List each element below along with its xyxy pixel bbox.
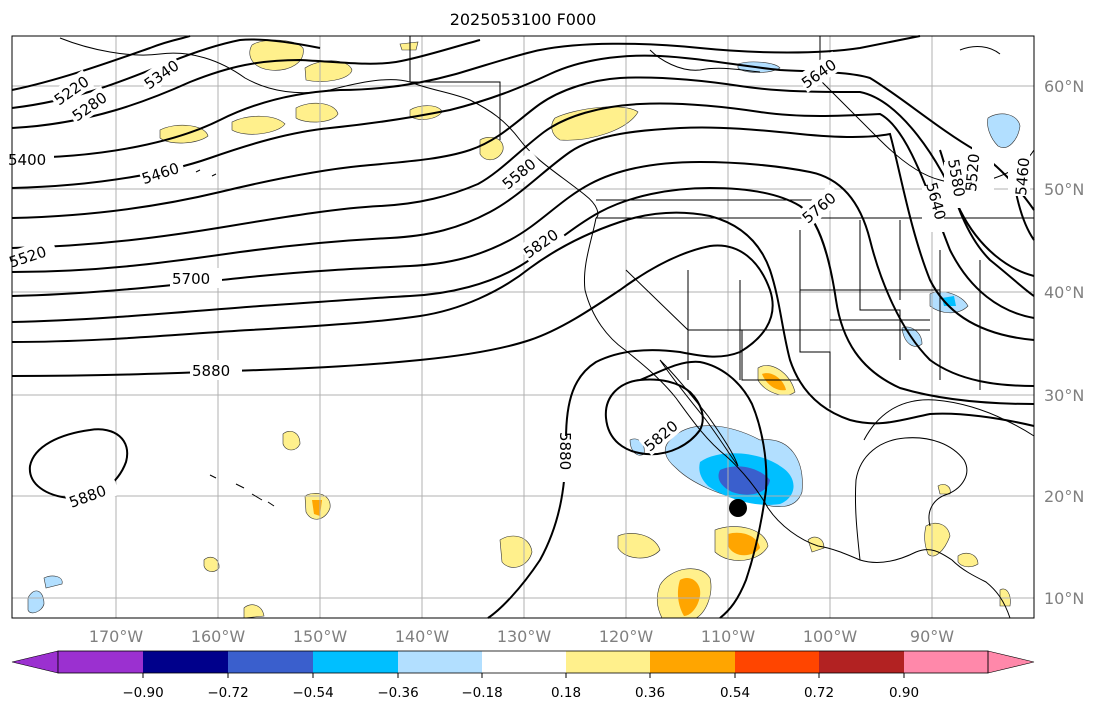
colorbar-tick-label: −0.54 <box>292 685 333 701</box>
contour-label: 5700 <box>172 270 210 288</box>
colorbar-tick-label: −0.36 <box>377 685 418 701</box>
positive-patch <box>937 484 951 495</box>
contour-5400 <box>11 35 921 159</box>
lat-label: 20°N <box>1044 487 1084 506</box>
longitude-labels: 170°W 160°W 150°W 140°W 130°W 120°W 110°… <box>89 627 954 646</box>
contour-5700 <box>11 160 1035 387</box>
lat-label: 40°N <box>1044 283 1084 302</box>
colorbar-segment <box>58 651 143 673</box>
positive-patch <box>728 532 760 556</box>
contour-5220 <box>11 35 191 91</box>
colorbar-segment <box>143 651 228 673</box>
contour-5760 <box>11 186 1035 405</box>
lon-label: 160°W <box>191 627 246 646</box>
colorbar-segment <box>313 651 398 673</box>
positive-patch <box>924 523 951 557</box>
lon-label: 100°W <box>803 627 858 646</box>
contour-5460 <box>11 54 1035 211</box>
positive-patch <box>399 41 419 51</box>
colorbar-tick-label: −0.72 <box>207 685 248 701</box>
colorbar-extend-low <box>11 650 59 674</box>
colorbar-tick-label: 0.72 <box>804 685 834 701</box>
contour-label: 5460 <box>1012 157 1033 197</box>
contour-5820 <box>11 211 1035 427</box>
lat-label: 50°N <box>1044 180 1084 199</box>
positive-patch <box>957 552 979 568</box>
map-title: 2025053100 F000 <box>449 10 597 29</box>
contour-label: 5880 <box>556 432 574 470</box>
colorbar-extend-high <box>987 650 1035 674</box>
positive-patch <box>762 373 786 391</box>
negative-patch <box>718 466 770 495</box>
contour-5280 <box>11 38 321 109</box>
contour-label: 5400 <box>8 151 46 169</box>
colorbar-tick-label: −0.18 <box>461 685 502 701</box>
colorbar-segment <box>819 651 904 673</box>
positive-patch <box>807 536 825 553</box>
lon-label: 170°W <box>89 627 144 646</box>
colorbar-tick-label: 0.36 <box>635 685 665 701</box>
positive-patch <box>231 115 286 135</box>
colorbar-segment <box>566 651 650 673</box>
height-contours <box>11 35 1035 619</box>
positive-patch <box>677 577 701 616</box>
lat-label: 60°N <box>1044 77 1084 96</box>
positive-patch <box>295 102 339 123</box>
positive-patch <box>617 533 661 559</box>
contour-5580 <box>11 102 1035 319</box>
contour-5820-low <box>604 360 768 619</box>
lon-label: 120°W <box>599 627 654 646</box>
lon-label: 110°W <box>701 627 756 646</box>
colorbar-segment <box>735 651 819 673</box>
colorbar-segment <box>482 651 566 673</box>
colorbar: −0.90 −0.72 −0.54 −0.36 −0.18 0.18 0.36 … <box>11 650 1035 701</box>
colorbar-segment <box>904 651 988 673</box>
latitude-labels: 60°N 50°N 40°N 30°N 20°N 10°N <box>1044 77 1084 608</box>
lon-label: 90°W <box>910 627 954 646</box>
graticule <box>12 36 1034 618</box>
lon-label: 130°W <box>497 627 552 646</box>
contour-label: 5880 <box>192 362 230 380</box>
colorbar-segment <box>398 651 482 673</box>
colorbar-tick-label: −0.90 <box>122 685 163 701</box>
lon-label: 140°W <box>395 627 450 646</box>
contour-5640 <box>11 126 1035 341</box>
contour-label: 5520 <box>962 153 983 193</box>
colorbar-segment <box>228 651 313 673</box>
colorbar-tick-label: 0.18 <box>551 685 581 701</box>
lon-label: 150°W <box>293 627 348 646</box>
negative-patch <box>987 113 1021 148</box>
contour-5520 <box>11 76 1035 277</box>
positive-patch <box>282 431 301 451</box>
colorbar-segment <box>650 651 735 673</box>
colorbar-tick-label: 0.54 <box>720 685 750 701</box>
lat-label: 10°N <box>1044 589 1084 608</box>
map-frame <box>11 35 1035 619</box>
colorbar-tick-label: 0.90 <box>889 685 919 701</box>
negative-patch <box>27 590 45 614</box>
map-background <box>12 36 1034 618</box>
positive-patch <box>551 106 639 141</box>
lat-label: 30°N <box>1044 386 1084 405</box>
positive-patch <box>203 556 220 572</box>
contour-5340 <box>11 39 481 129</box>
positive-patch <box>243 604 265 619</box>
negative-patch <box>43 575 63 589</box>
location-marker <box>729 499 747 517</box>
